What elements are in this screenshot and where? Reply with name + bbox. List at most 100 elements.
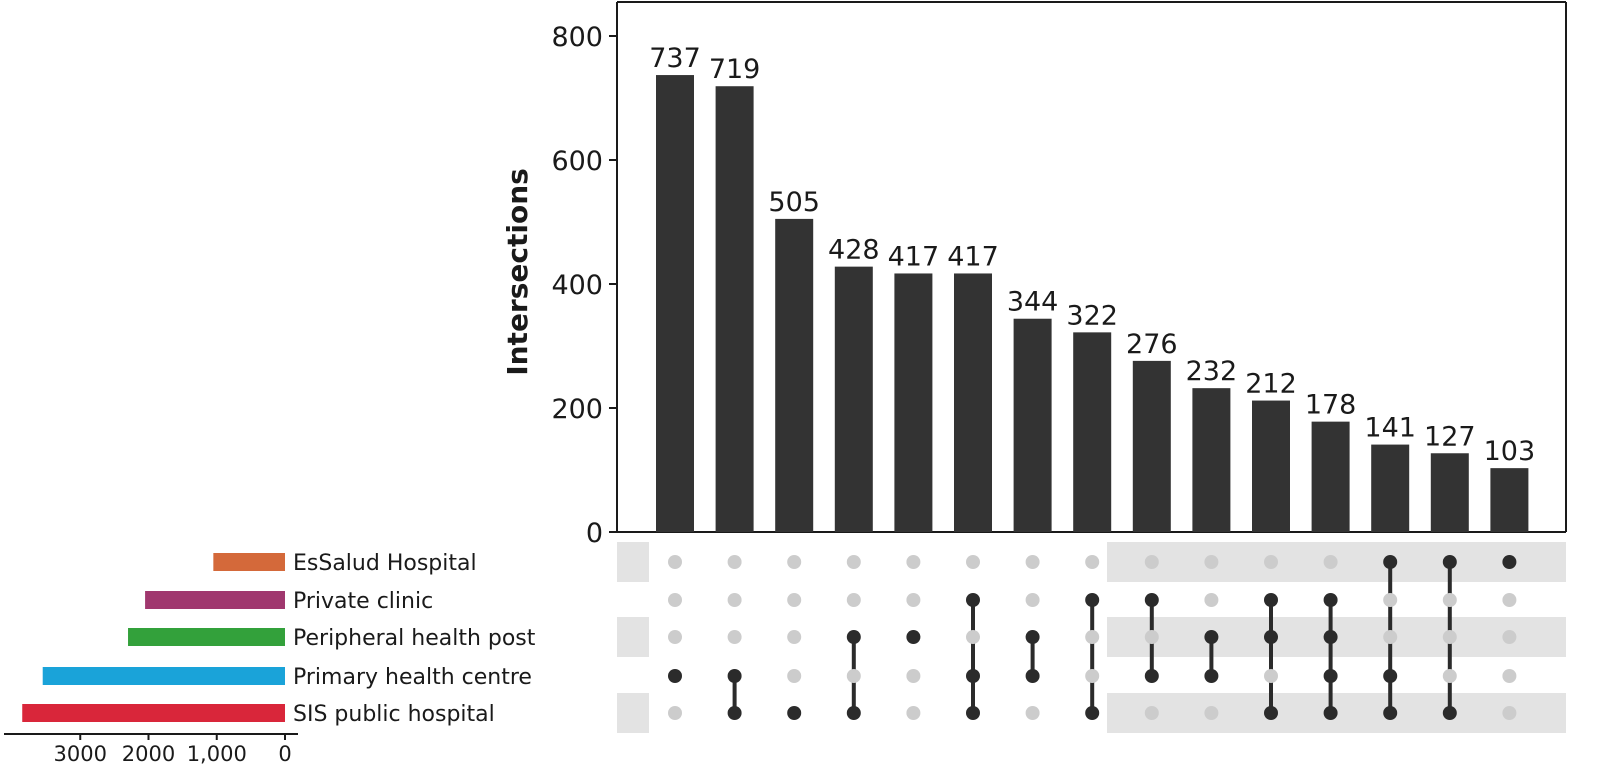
y-axis-title: Intersections — [501, 168, 534, 376]
matrix-dot-inactive — [787, 669, 802, 683]
matrix-dot-inactive — [1204, 593, 1219, 607]
matrix-dot-active — [727, 706, 742, 720]
matrix-dot-active — [1323, 593, 1338, 607]
matrix-dot-active — [846, 630, 861, 644]
bar-value-label: 232 — [1186, 356, 1238, 387]
matrix-dot-active — [1383, 669, 1398, 683]
matrix-dot-inactive — [727, 630, 742, 644]
matrix-dot-inactive — [787, 630, 802, 644]
matrix-dot-inactive — [906, 706, 921, 720]
matrix-dot-active — [1323, 706, 1338, 720]
matrix-dot-inactive — [1085, 555, 1100, 569]
bar-value-label: 178 — [1305, 390, 1357, 421]
matrix-dot-inactive — [668, 706, 682, 720]
bar-value-label: 737 — [649, 43, 701, 74]
intersection-bar — [1192, 388, 1231, 532]
matrix-dot-inactive — [906, 555, 921, 569]
matrix-dot-active — [1442, 555, 1457, 569]
matrix-dot-inactive — [1264, 555, 1278, 569]
set-label: SIS public hospital — [293, 702, 495, 727]
matrix-dot-active — [1025, 630, 1040, 644]
matrix-dot-active — [1204, 669, 1219, 683]
bar-value-label: 103 — [1484, 436, 1536, 467]
set-axis-tick-label: 3000 — [54, 742, 107, 766]
matrix-dot-inactive — [668, 630, 682, 644]
matrix-dot-inactive — [1502, 706, 1517, 720]
matrix-dot-inactive — [1442, 630, 1457, 644]
y-tick-label: 0 — [586, 518, 603, 549]
set-size-bar — [42, 667, 286, 685]
matrix-dot-inactive — [1264, 669, 1278, 683]
set-size-bars — [22, 553, 286, 722]
matrix-band-left — [617, 693, 649, 733]
bar-value-label: 417 — [888, 241, 940, 272]
membership-matrix — [668, 555, 1517, 720]
matrix-dot-inactive — [1502, 630, 1517, 644]
set-label: Private clinic — [293, 589, 433, 614]
bar-value-label: 505 — [768, 187, 820, 218]
matrix-dot-inactive — [966, 630, 980, 644]
matrix-dot-active — [1383, 706, 1398, 720]
matrix-dot-inactive — [966, 555, 980, 569]
matrix-dot-inactive — [1025, 706, 1040, 720]
matrix-dot-inactive — [1085, 630, 1100, 644]
matrix-dot-inactive — [846, 555, 861, 569]
bar-value-label: 276 — [1126, 329, 1178, 360]
set-label: Primary health centre — [293, 665, 532, 690]
intersection-bar — [1430, 453, 1469, 532]
matrix-dot-active — [1502, 555, 1517, 569]
matrix-dot-active — [1144, 593, 1159, 607]
bar-value-label: 127 — [1424, 421, 1476, 452]
matrix-dot-inactive — [1442, 593, 1457, 607]
set-axis-tick-label: 0 — [278, 742, 291, 766]
matrix-dot-inactive — [1025, 555, 1040, 569]
matrix-dot-active — [1025, 669, 1040, 683]
matrix-dot-active — [787, 706, 802, 720]
set-size-bar — [213, 553, 285, 571]
bar-value-label: 428 — [828, 235, 880, 266]
matrix-dot-active — [1323, 669, 1338, 683]
matrix-dot-active — [1264, 706, 1278, 720]
matrix-dot-inactive — [1144, 706, 1159, 720]
matrix-dot-inactive — [1502, 669, 1517, 683]
set-label: Peripheral health post — [293, 626, 536, 651]
matrix-dot-inactive — [1144, 630, 1159, 644]
matrix-dot-inactive — [727, 593, 742, 607]
matrix-dot-active — [1323, 630, 1338, 644]
matrix-dot-active — [906, 630, 921, 644]
matrix-dot-inactive — [787, 555, 802, 569]
intersection-bar — [894, 273, 933, 532]
matrix-dot-inactive — [906, 593, 921, 607]
y-tick-label: 200 — [551, 394, 603, 425]
matrix-dot-active — [1085, 593, 1100, 607]
intersection-bar — [656, 75, 694, 532]
intersection-bar — [1252, 400, 1290, 532]
intersection-bar — [715, 86, 754, 532]
matrix-dot-inactive — [906, 669, 921, 683]
set-size-bar — [22, 704, 286, 722]
matrix-band-left — [617, 542, 649, 582]
intersection-bar — [1132, 360, 1171, 532]
matrix-dot-inactive — [1085, 669, 1100, 683]
matrix-dot-inactive — [1323, 555, 1338, 569]
matrix-dot-inactive — [668, 555, 682, 569]
matrix-dot-active — [668, 669, 682, 683]
matrix-dot-active — [966, 706, 980, 720]
matrix-dot-inactive — [668, 593, 682, 607]
matrix-dot-inactive — [1442, 669, 1457, 683]
matrix-dot-inactive — [1204, 555, 1219, 569]
matrix-dot-active — [1264, 630, 1278, 644]
matrix-dot-active — [1442, 706, 1457, 720]
y-tick-label: 400 — [551, 270, 603, 301]
matrix-dot-inactive — [1144, 555, 1159, 569]
intersection-bar — [1371, 444, 1410, 532]
bar-value-label: 719 — [709, 54, 761, 85]
matrix-dot-inactive — [1502, 593, 1517, 607]
matrix-dot-inactive — [1383, 630, 1398, 644]
matrix-dot-inactive — [846, 669, 861, 683]
intersection-bar — [1490, 468, 1529, 532]
set-size-bar — [145, 591, 285, 609]
intersection-bars — [656, 75, 1529, 532]
set-size-axis: 3000 2000 1,000 0 — [4, 733, 298, 766]
